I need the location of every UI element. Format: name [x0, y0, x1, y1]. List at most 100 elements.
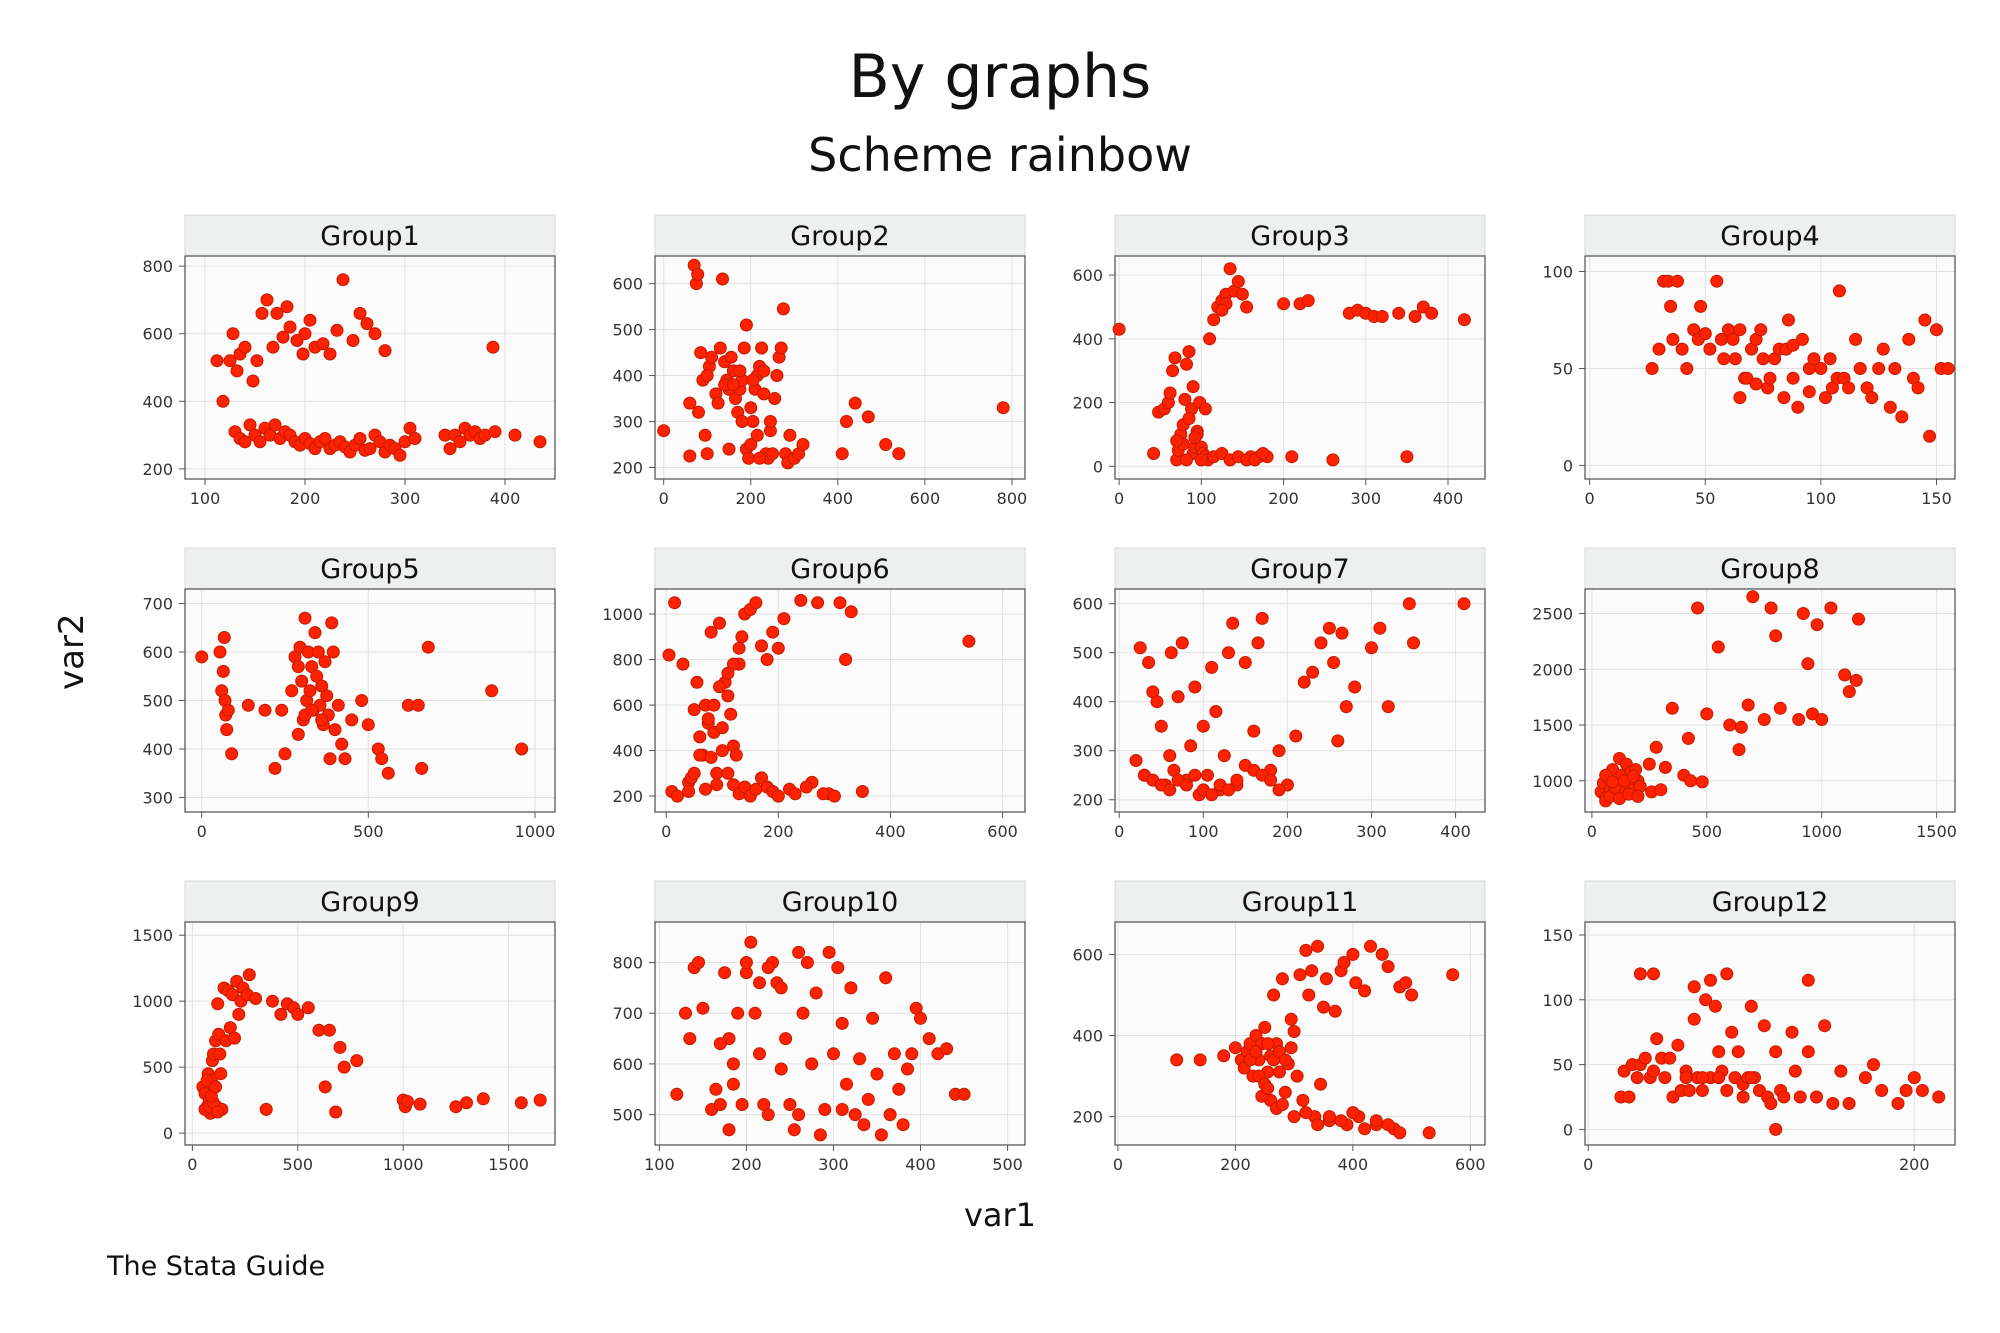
data-point: [1196, 719, 1210, 733]
data-point: [1339, 700, 1353, 714]
data-point: [259, 1102, 273, 1116]
data-point: [408, 432, 422, 445]
data-point: [1815, 713, 1829, 726]
data-point: [1876, 342, 1890, 356]
data-point: [214, 1067, 228, 1081]
data-point: [353, 432, 367, 445]
data-point: [266, 994, 279, 1008]
data-point: [1736, 1090, 1750, 1104]
data-point: [774, 341, 788, 355]
data-point: [1289, 729, 1303, 743]
data-point: [421, 640, 435, 654]
data-point: [1278, 1085, 1292, 1099]
plot-frame: [1584, 588, 1956, 813]
data-point: [657, 424, 671, 438]
data-point: [1769, 629, 1783, 643]
data-point: [1703, 342, 1717, 356]
data-point: [1399, 976, 1413, 990]
y-tick-label: 1500: [1532, 716, 1573, 735]
data-point: [291, 660, 305, 674]
x-tick-label: 1000: [1801, 822, 1842, 841]
x-tick-label: 50: [1695, 489, 1715, 508]
data-point: [1712, 1071, 1726, 1085]
data-point: [1694, 299, 1708, 313]
y-tick-label: 200: [1072, 1108, 1103, 1127]
data-point: [1793, 1090, 1807, 1104]
data-point: [742, 451, 756, 465]
data-point: [833, 596, 847, 610]
y-tick-label: 0: [1563, 456, 1573, 475]
data-point: [1278, 1053, 1292, 1067]
data-point: [1261, 1081, 1275, 1095]
x-tick-label: 100: [1806, 489, 1837, 508]
data-point: [811, 596, 825, 610]
data-point: [298, 611, 312, 625]
data-point: [1217, 1049, 1231, 1063]
data-point: [715, 744, 729, 758]
data-point: [1222, 783, 1235, 797]
data-point: [1168, 351, 1182, 365]
x-tick-label: 300: [390, 489, 421, 508]
data-point: [1180, 357, 1193, 371]
y-tick-label: 700: [612, 1004, 643, 1023]
x-axis-label: var1: [963, 1196, 1037, 1234]
data-point: [1832, 284, 1846, 298]
data-point: [1631, 789, 1645, 803]
data-point: [710, 766, 724, 780]
y-tick-label: 200: [612, 787, 643, 806]
data-point: [1314, 1077, 1328, 1091]
data-point: [753, 976, 766, 990]
data-point: [1381, 700, 1395, 714]
data-point: [1801, 1045, 1815, 1059]
data-point: [1223, 262, 1237, 276]
data-point: [844, 981, 858, 995]
data-point: [1744, 999, 1758, 1013]
data-point: [1695, 1071, 1709, 1085]
data-point: [460, 1096, 473, 1110]
data-point: [1163, 783, 1177, 797]
data-point: [799, 780, 813, 794]
data-point: [746, 373, 760, 387]
data-point: [831, 961, 845, 975]
data-point: [1256, 447, 1270, 460]
y-tick-label: 500: [612, 321, 643, 340]
data-point: [848, 396, 862, 410]
data-point: [1201, 768, 1214, 782]
panel-title: Group7: [1250, 554, 1349, 585]
data-point: [755, 639, 768, 653]
data-point: [1285, 450, 1299, 464]
data-point: [1883, 400, 1897, 414]
panel-title: Group3: [1250, 221, 1349, 252]
data-point: [716, 272, 729, 286]
y-tick-label: 200: [1072, 791, 1103, 810]
data-point: [1163, 386, 1177, 400]
data-point: [1744, 1071, 1758, 1085]
y-tick-label: 600: [612, 275, 643, 294]
data-point: [1792, 713, 1806, 726]
data-point: [274, 1007, 288, 1021]
x-tick-label: 300: [818, 1155, 849, 1174]
data-point: [822, 945, 836, 959]
data-point: [1728, 352, 1742, 366]
data-point: [777, 612, 791, 626]
data-point: [682, 785, 696, 798]
data-point: [662, 648, 676, 662]
x-tick-label: 500: [353, 822, 384, 841]
data-point: [1319, 972, 1333, 986]
data-point: [1422, 1126, 1436, 1140]
data-point: [753, 1047, 766, 1061]
data-point: [844, 605, 858, 619]
panel-group2: Group2 0 200 400 600 800 200 300 400 500 600: [612, 214, 1027, 508]
data-point: [270, 306, 284, 320]
data-point: [403, 421, 417, 435]
data-point: [1230, 773, 1244, 787]
data-point: [1311, 939, 1325, 953]
data-point: [1302, 988, 1316, 1002]
x-tick-label: 0: [659, 489, 669, 508]
data-point: [668, 596, 682, 610]
y-tick-label: 50: [1553, 1056, 1573, 1075]
data-point: [315, 713, 329, 727]
data-point: [1272, 1065, 1286, 1079]
data-point: [816, 787, 830, 801]
